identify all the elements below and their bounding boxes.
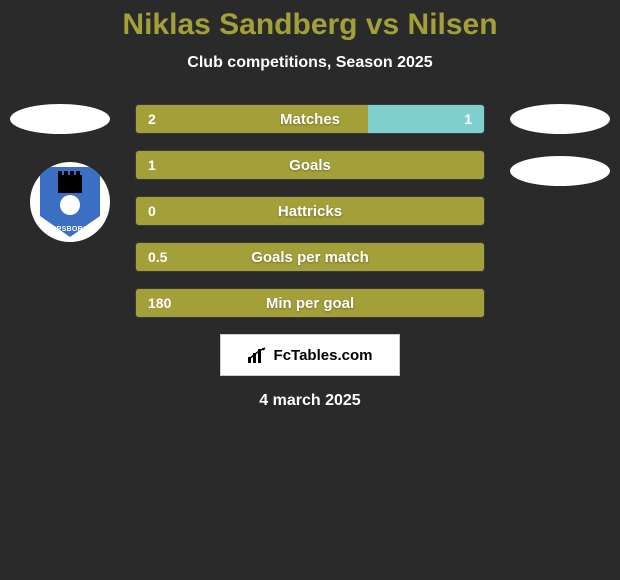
stat-value-right: 1 (464, 105, 472, 133)
subtitle: Club competitions, Season 2025 (0, 54, 620, 72)
stat-value-left: 2 (148, 105, 156, 133)
stat-row: Goals1 (135, 150, 485, 180)
stat-row: Hattricks0 (135, 196, 485, 226)
brand-box[interactable]: FcTables.com (220, 334, 400, 376)
stat-label: Goals (136, 151, 484, 179)
date-text: 4 march 2025 (0, 392, 620, 410)
stat-row: Matches2 1 (135, 104, 485, 134)
page-title: Niklas Sandberg vs Nilsen (0, 8, 620, 42)
team-badge-left: RPSBORG (30, 162, 110, 242)
castle-icon (58, 175, 82, 193)
shield-icon: RPSBORG (40, 167, 100, 237)
stat-label: Matches (136, 105, 484, 133)
stat-row: Min per goal180 (135, 288, 485, 318)
player-left-marker (10, 104, 110, 134)
stat-label: Goals per match (136, 243, 484, 271)
ball-icon (60, 195, 80, 215)
stat-value-left: 0.5 (148, 243, 167, 271)
badge-team-text: RPSBORG (40, 226, 100, 233)
player-right-marker (510, 104, 610, 134)
brand-text: FcTables.com (274, 347, 373, 364)
bar-chart-icon (248, 347, 268, 363)
stat-value-left: 1 (148, 151, 156, 179)
player-right-marker-2 (510, 156, 610, 186)
stats-list: Matches21Goals1Hattricks0Goals per match… (135, 104, 485, 318)
comparison-area: RPSBORG Matches21Goals1Hattricks0Goals p… (0, 104, 620, 410)
stat-label: Min per goal (136, 289, 484, 317)
stat-value-left: 0 (148, 197, 156, 225)
stat-label: Hattricks (136, 197, 484, 225)
comparison-card: Niklas Sandberg vs Nilsen Club competiti… (0, 0, 620, 410)
stat-row: Goals per match0.5 (135, 242, 485, 272)
stat-value-left: 180 (148, 289, 171, 317)
